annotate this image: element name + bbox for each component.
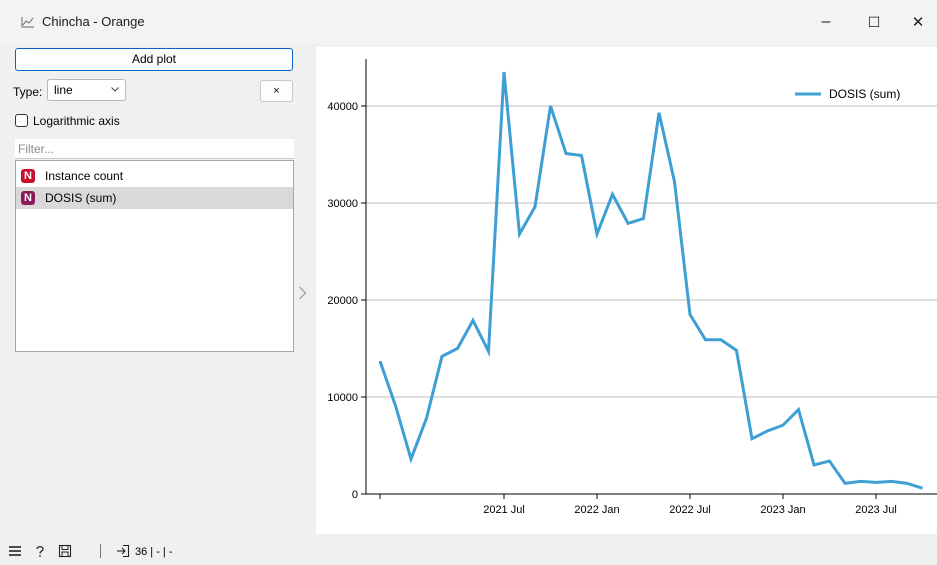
data-count: 36 | - | - xyxy=(135,546,173,558)
series-line xyxy=(378,71,923,490)
window-title: Chincha - Orange xyxy=(42,14,145,29)
variable-label: DOSIS (sum) xyxy=(45,191,117,205)
close-button[interactable]: ✕ xyxy=(911,14,925,31)
y-tick-label: 0 xyxy=(352,489,358,501)
plot-type-select[interactable]: line xyxy=(47,79,126,101)
minimize-button[interactable]: – xyxy=(821,13,831,30)
legend-label: DOSIS (sum) xyxy=(829,87,900,101)
y-tick-label: 40000 xyxy=(327,101,358,113)
plot-type-value: line xyxy=(54,83,73,97)
save-icon[interactable] xyxy=(58,544,72,558)
line-chart: 0 10000 20000 30000 40000 2021 Jul 2022 Jan 202… xyxy=(327,59,937,516)
title-bar: Chincha - Orange – ☐ ✕ xyxy=(0,0,937,44)
remove-plot-button[interactable]: × xyxy=(260,80,293,102)
x-tick-label: 2022 Jul xyxy=(669,504,711,516)
help-icon[interactable] xyxy=(33,544,47,558)
filter-input[interactable]: Filter... xyxy=(15,139,294,159)
y-tick-label: 10000 xyxy=(327,392,358,404)
line-chart-icon xyxy=(21,17,34,28)
menu-icon[interactable] xyxy=(8,544,22,558)
list-item-instance-count[interactable]: N Instance count xyxy=(16,165,293,187)
x-tick-label: 2022 Jan xyxy=(574,504,619,516)
maximize-button[interactable]: ☐ xyxy=(867,13,881,30)
chevron-down-icon xyxy=(111,87,119,92)
type-label: Type: xyxy=(13,85,43,99)
variable-label: Instance count xyxy=(45,169,124,183)
x-tick-label: 2023 Jan xyxy=(760,504,805,516)
log-axis-checkbox[interactable] xyxy=(15,114,28,127)
y-tick-label: 30000 xyxy=(327,198,358,210)
x-tick-label: 2021 Jul xyxy=(483,504,525,516)
numeric-variable-icon: N xyxy=(21,169,35,183)
status-bar: 36 | - | - xyxy=(0,534,937,565)
control-panel: Add plot Type: line × Logarithmic axis F… xyxy=(0,44,307,534)
add-plot-button[interactable]: Add plot xyxy=(15,48,293,71)
chevron-right-icon[interactable] xyxy=(298,286,307,300)
variable-list: N Instance count N DOSIS (sum) xyxy=(15,160,294,352)
status-separator xyxy=(100,544,101,558)
y-tick-label: 20000 xyxy=(327,295,358,307)
log-axis-label: Logarithmic axis xyxy=(33,114,120,128)
x-tick-label: 2023 Jul xyxy=(855,504,897,516)
input-icon[interactable] xyxy=(116,544,130,558)
numeric-variable-icon: N xyxy=(21,191,35,205)
list-item-dosis-sum[interactable]: N DOSIS (sum) xyxy=(16,187,293,209)
plot-area[interactable]: 0 10000 20000 30000 40000 2021 Jul 2022 Jan 202… xyxy=(316,47,937,534)
